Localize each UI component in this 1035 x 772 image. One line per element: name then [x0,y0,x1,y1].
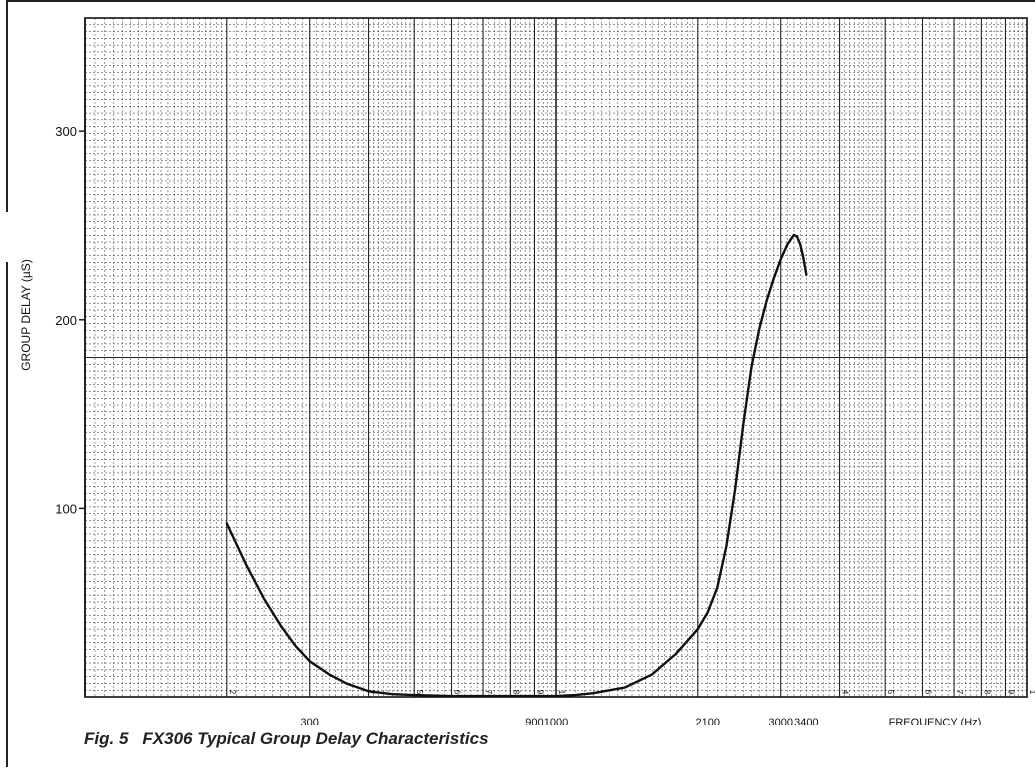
y-tick-label: 100 [55,501,77,516]
y-tick-label: 300 [55,124,77,139]
label-layer: 100 200 300 2 300 4 5 6 7 8 900 9 1000 1 2100 3000 3400 4… [19,124,1035,725]
x-tick-label: 900 [525,717,543,725]
x-tick-label: 2100 [696,717,720,725]
frame-left-border [6,0,8,212]
x-tick-label-minor: 7 [955,690,964,695]
figure-label: Fig. 5 [84,729,129,748]
x-tick-label-minor: 8 [982,690,991,695]
x-tick-label-minor: 8 [511,690,520,695]
x-tick-label-minor: 5 [415,690,424,695]
y-axis-title: GROUP DELAY (µS) [19,259,33,371]
group-delay-chart: 100 200 300 2 300 4 5 6 7 8 900 9 1000 1 2100 3000 3400 4… [19,17,1035,725]
x-tick-label-minor: 4 [841,690,850,695]
x-tick-label-minor: 5 [886,690,895,695]
x-tick-label-minor: 6 [453,690,462,695]
frame-top-border [6,0,1035,2]
x-tick-label-minor: 7 [484,690,493,695]
series-line [225,233,808,698]
grid-layer [84,17,1027,698]
figure-caption: Fig. 5 FX306 Typical Group Delay Characte… [84,729,503,749]
curve-layer [225,233,808,698]
frame-left-border [6,262,8,767]
x-tick-label: 300 [301,717,319,725]
x-tick-label-minor: 6 [924,690,933,695]
x-tick-label-minor: 4 [370,690,379,695]
x-tick-label-minor: 1 [557,690,566,695]
x-tick-label-minor: 2 [228,690,237,695]
x-tick-label: 3400 [794,717,818,725]
x-tick-label: 3000 [768,717,792,725]
figure-caption-text: FX306 Typical Group Delay Characteristic… [142,729,489,748]
x-tick-label: 1000 [544,717,568,725]
y-tick-label: 200 [55,313,77,328]
x-axis-title: FREQUENCY (Hz) [889,717,982,725]
x-tick-label-minor: 1 [1028,690,1035,695]
x-tick-label-minor: 9 [1006,690,1015,695]
x-tick-label-minor: 9 [535,690,544,695]
